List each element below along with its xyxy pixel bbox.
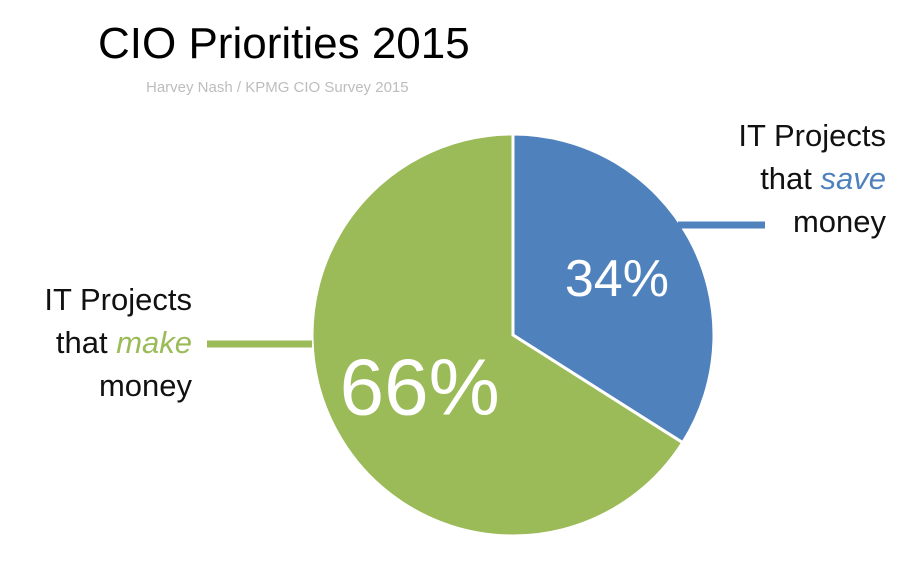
callout-save-line3: money: [792, 204, 886, 239]
slice-percent-make: 66%: [340, 342, 500, 431]
callout-make-line3: money: [98, 368, 192, 403]
callout-make-line2: that make: [44, 321, 192, 364]
callout-save-that: that: [760, 161, 821, 196]
pie-slice-make: [310, 132, 685, 538]
callout-save-line2: that save: [738, 157, 886, 200]
callout-make-that: that: [55, 325, 117, 360]
callout-make-emphasis: make: [116, 325, 192, 360]
callout-save: IT Projects that save money: [738, 114, 886, 243]
callout-make: IT Projects that make money: [44, 278, 192, 407]
callout-save-line1: IT Projects: [738, 118, 886, 153]
callout-save-emphasis: save: [820, 161, 886, 196]
chart-title: CIO Priorities 2015: [98, 19, 470, 68]
slice-percent-save: 34%: [565, 250, 669, 308]
callout-make-line1: IT Projects: [44, 282, 192, 317]
chart-subtitle: Harvey Nash / KPMG CIO Survey 2015: [146, 79, 409, 96]
